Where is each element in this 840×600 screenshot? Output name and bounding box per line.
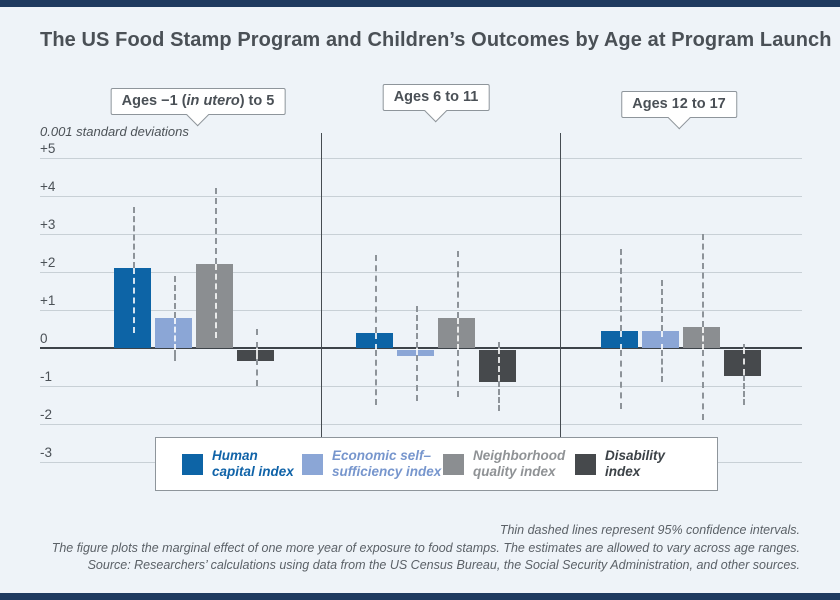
confidence-interval [374,332,377,350]
y-tick-label: -3 [40,445,53,460]
confidence-interval [255,329,258,348]
gridline [40,196,802,197]
confidence-interval [497,348,500,381]
y-tick-label: -2 [40,407,53,422]
gridline [40,272,802,273]
y-axis-unit-label: 0.001 standard deviations [40,124,189,139]
confidence-interval [415,306,418,348]
confidence-interval [374,254,377,333]
confidence-interval [701,234,704,328]
legend-label-disability: Disability index [605,448,666,479]
footnotes: Thin dashed lines represent 95% confiden… [20,522,800,575]
confidence-interval [456,349,459,398]
confidence-interval [619,330,622,350]
y-tick-label: +1 [40,293,56,308]
confidence-interval [255,359,258,386]
confidence-interval [415,354,418,402]
footnote-source: Source: Researchers’ calculations using … [87,558,800,572]
confidence-interval [660,279,663,331]
age-group-label-0-prefix: Ages −1 ( [121,93,187,109]
confidence-interval [173,317,176,350]
top-accent-bar [0,0,840,7]
confidence-interval [660,330,663,350]
confidence-interval [742,374,745,405]
legend-label-neighborhood-quality: Neighborhood quality index [473,448,566,479]
confidence-interval [742,344,745,348]
confidence-interval [214,188,217,265]
panel-divider-0 [321,133,323,437]
gridline [40,310,802,311]
y-tick-label: -1 [40,369,53,384]
legend-label-economic-self-sufficiency: Economic self– sufficiency index [332,448,442,479]
legend-label-human-capital: Human capital index [212,448,294,479]
legend-item-economic-self-sufficiency: Economic self– sufficiency index [302,448,441,480]
confidence-interval [497,342,500,348]
confidence-interval [742,348,745,375]
confidence-interval [214,264,217,339]
y-tick-label: +4 [40,179,56,194]
gridline [40,424,802,425]
age-group-label-1-text: Ages 6 to 11 [393,89,479,105]
confidence-interval [497,380,500,411]
confidence-interval [132,207,135,269]
legend-item-disability: Disability index [575,448,665,480]
footnote-figure-description: The figure plots the marginal effect of … [51,540,800,555]
confidence-interval [255,348,258,360]
confidence-interval [701,349,704,421]
y-tick-label: +3 [40,217,56,232]
confidence-interval [173,275,176,318]
footnote-confidence-intervals: Thin dashed lines represent 95% confiden… [499,523,800,537]
confidence-interval [415,348,418,355]
zero-gridline [40,347,802,349]
legend-swatch-economic-self-sufficiency [302,453,323,475]
legend-swatch-neighborhood-quality [443,453,464,475]
legend-item-neighborhood-quality: Neighborhood quality index [443,448,565,480]
gridline [40,234,802,235]
confidence-interval [701,327,704,350]
age-group-label-2: Ages 12 to 17 [621,91,737,130]
bottom-accent-bar [0,593,840,600]
confidence-interval [173,349,176,362]
confidence-interval [619,249,622,331]
gridline [40,386,802,387]
confidence-interval [660,349,663,383]
age-group-label-0-suffix: ) to 5 [239,93,275,109]
legend-swatch-human-capital [182,453,203,475]
gridline [40,158,802,159]
legend-swatch-disability [575,453,596,475]
confidence-interval [132,268,135,333]
age-group-label-0: Ages −1 (in utero) to 5 [110,88,286,127]
legend-item-human-capital: Human capital index [182,448,294,480]
panel-divider-1 [560,133,562,437]
legend-box: Human capital index Economic self– suffici… [155,437,718,491]
chart-title: The US Food Stamp Program and Children’s… [40,29,832,51]
y-tick-label: +5 [40,141,56,156]
y-tick-label: 0 [40,331,48,346]
age-group-label-2-text: Ages 12 to 17 [632,96,726,112]
y-tick-label: +2 [40,255,56,270]
confidence-interval [619,349,622,409]
confidence-interval [456,251,459,319]
age-group-label-1: Ages 6 to 11 [382,84,490,123]
confidence-interval [456,318,459,350]
confidence-interval [374,349,377,405]
